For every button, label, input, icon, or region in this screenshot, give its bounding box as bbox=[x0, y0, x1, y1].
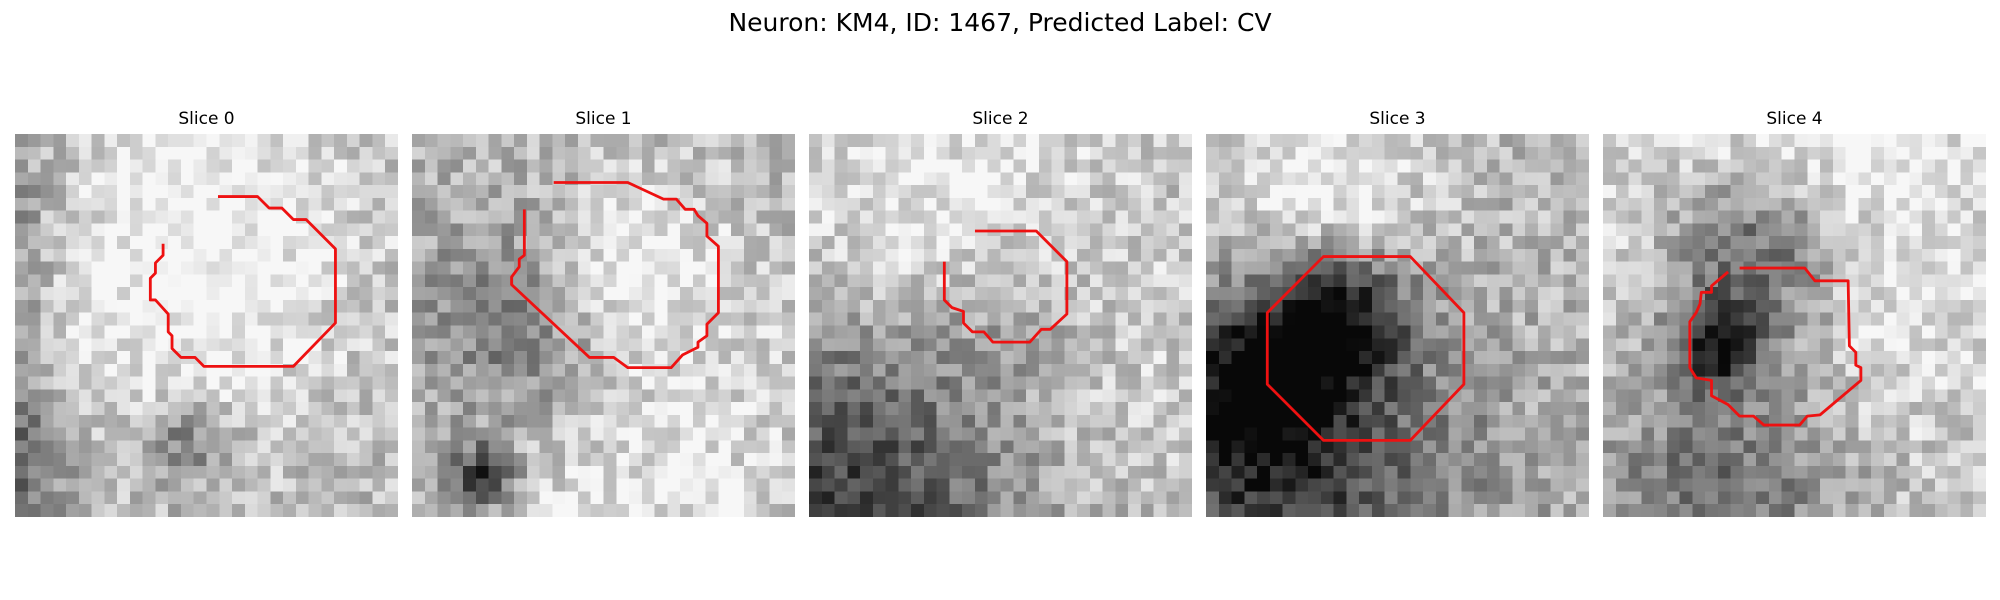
slice-pixels bbox=[1603, 134, 1986, 517]
slice-title: Slice 4 bbox=[1766, 109, 1823, 129]
slice-title: Slice 2 bbox=[972, 109, 1029, 129]
red-contour bbox=[510, 181, 720, 370]
slice-title: Slice 3 bbox=[1369, 109, 1426, 129]
figure-title: Neuron: KM4, ID: 1467, Predicted Label: … bbox=[728, 8, 1272, 37]
slice-title: Slice 0 bbox=[178, 109, 235, 129]
slice-panel-3: Slice 3 bbox=[1206, 108, 1589, 517]
slice-image bbox=[809, 134, 1192, 517]
slice-pixels bbox=[1206, 134, 1589, 517]
slice-title: Slice 1 bbox=[575, 109, 632, 129]
slice-image bbox=[15, 134, 398, 517]
slice-panel-2: Slice 2 bbox=[809, 108, 1192, 517]
slice-image bbox=[1206, 134, 1589, 517]
slice-image bbox=[412, 134, 795, 517]
slice-panel-0: Slice 0 bbox=[15, 108, 398, 517]
red-contour bbox=[148, 195, 337, 368]
slice-pixels bbox=[412, 134, 795, 517]
slice-panel-1: Slice 1 bbox=[412, 108, 795, 517]
slice-pixels bbox=[809, 134, 1192, 517]
red-contour bbox=[942, 229, 1069, 344]
slice-panel-4: Slice 4 bbox=[1603, 108, 1986, 517]
slice-pixels bbox=[15, 134, 398, 517]
slice-image bbox=[1603, 134, 1986, 517]
red-contour bbox=[1265, 255, 1466, 442]
red-contour bbox=[1688, 266, 1863, 427]
